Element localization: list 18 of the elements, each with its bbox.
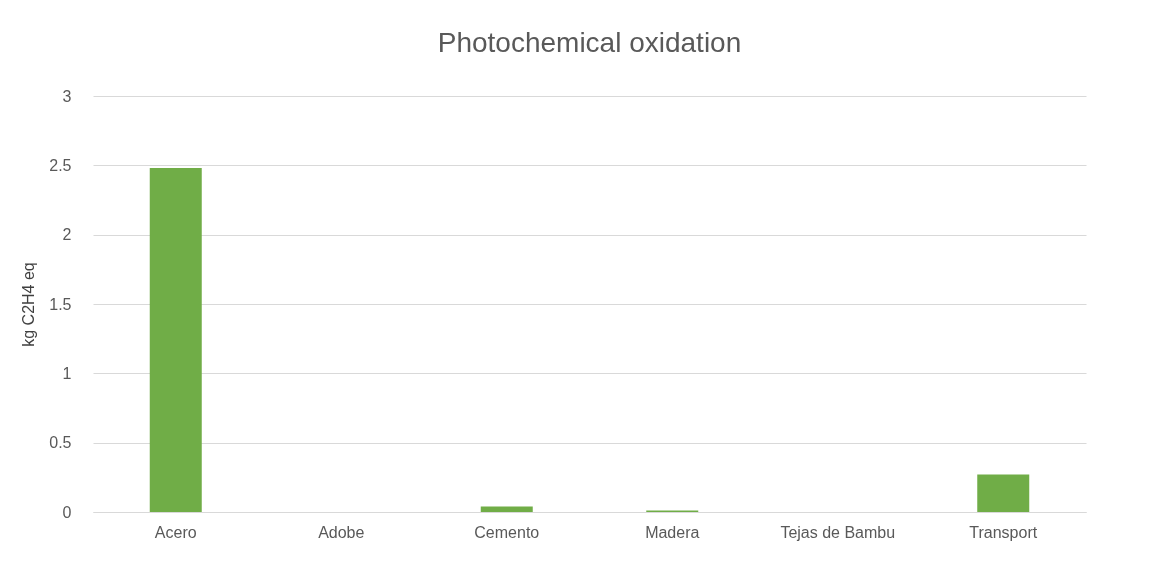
y-tick-label: 2.5 <box>49 156 72 174</box>
y-axis-title: kg C2H4 eq <box>20 262 38 347</box>
y-tick-label: 1.5 <box>49 295 72 313</box>
bar <box>149 168 202 512</box>
y-tick-label: 3 <box>62 87 72 105</box>
bar <box>977 474 1030 512</box>
x-tick-label: Madera <box>645 523 700 541</box>
x-tick-label: Adobe <box>318 523 365 541</box>
y-tick-label: 2 <box>62 226 72 244</box>
x-tick-label: Acero <box>154 523 197 541</box>
y-tick-label: 1 <box>62 364 72 382</box>
x-tick-label: Tejas de Bambu <box>780 523 896 541</box>
bar <box>480 506 533 512</box>
x-tick-label: Transport <box>969 523 1038 541</box>
chart-title: Photochemical oxidation <box>437 27 742 58</box>
y-tick-label: 0 <box>62 503 72 521</box>
y-tick-label: 0.5 <box>49 434 72 452</box>
x-tick-label: Cemento <box>474 523 540 541</box>
